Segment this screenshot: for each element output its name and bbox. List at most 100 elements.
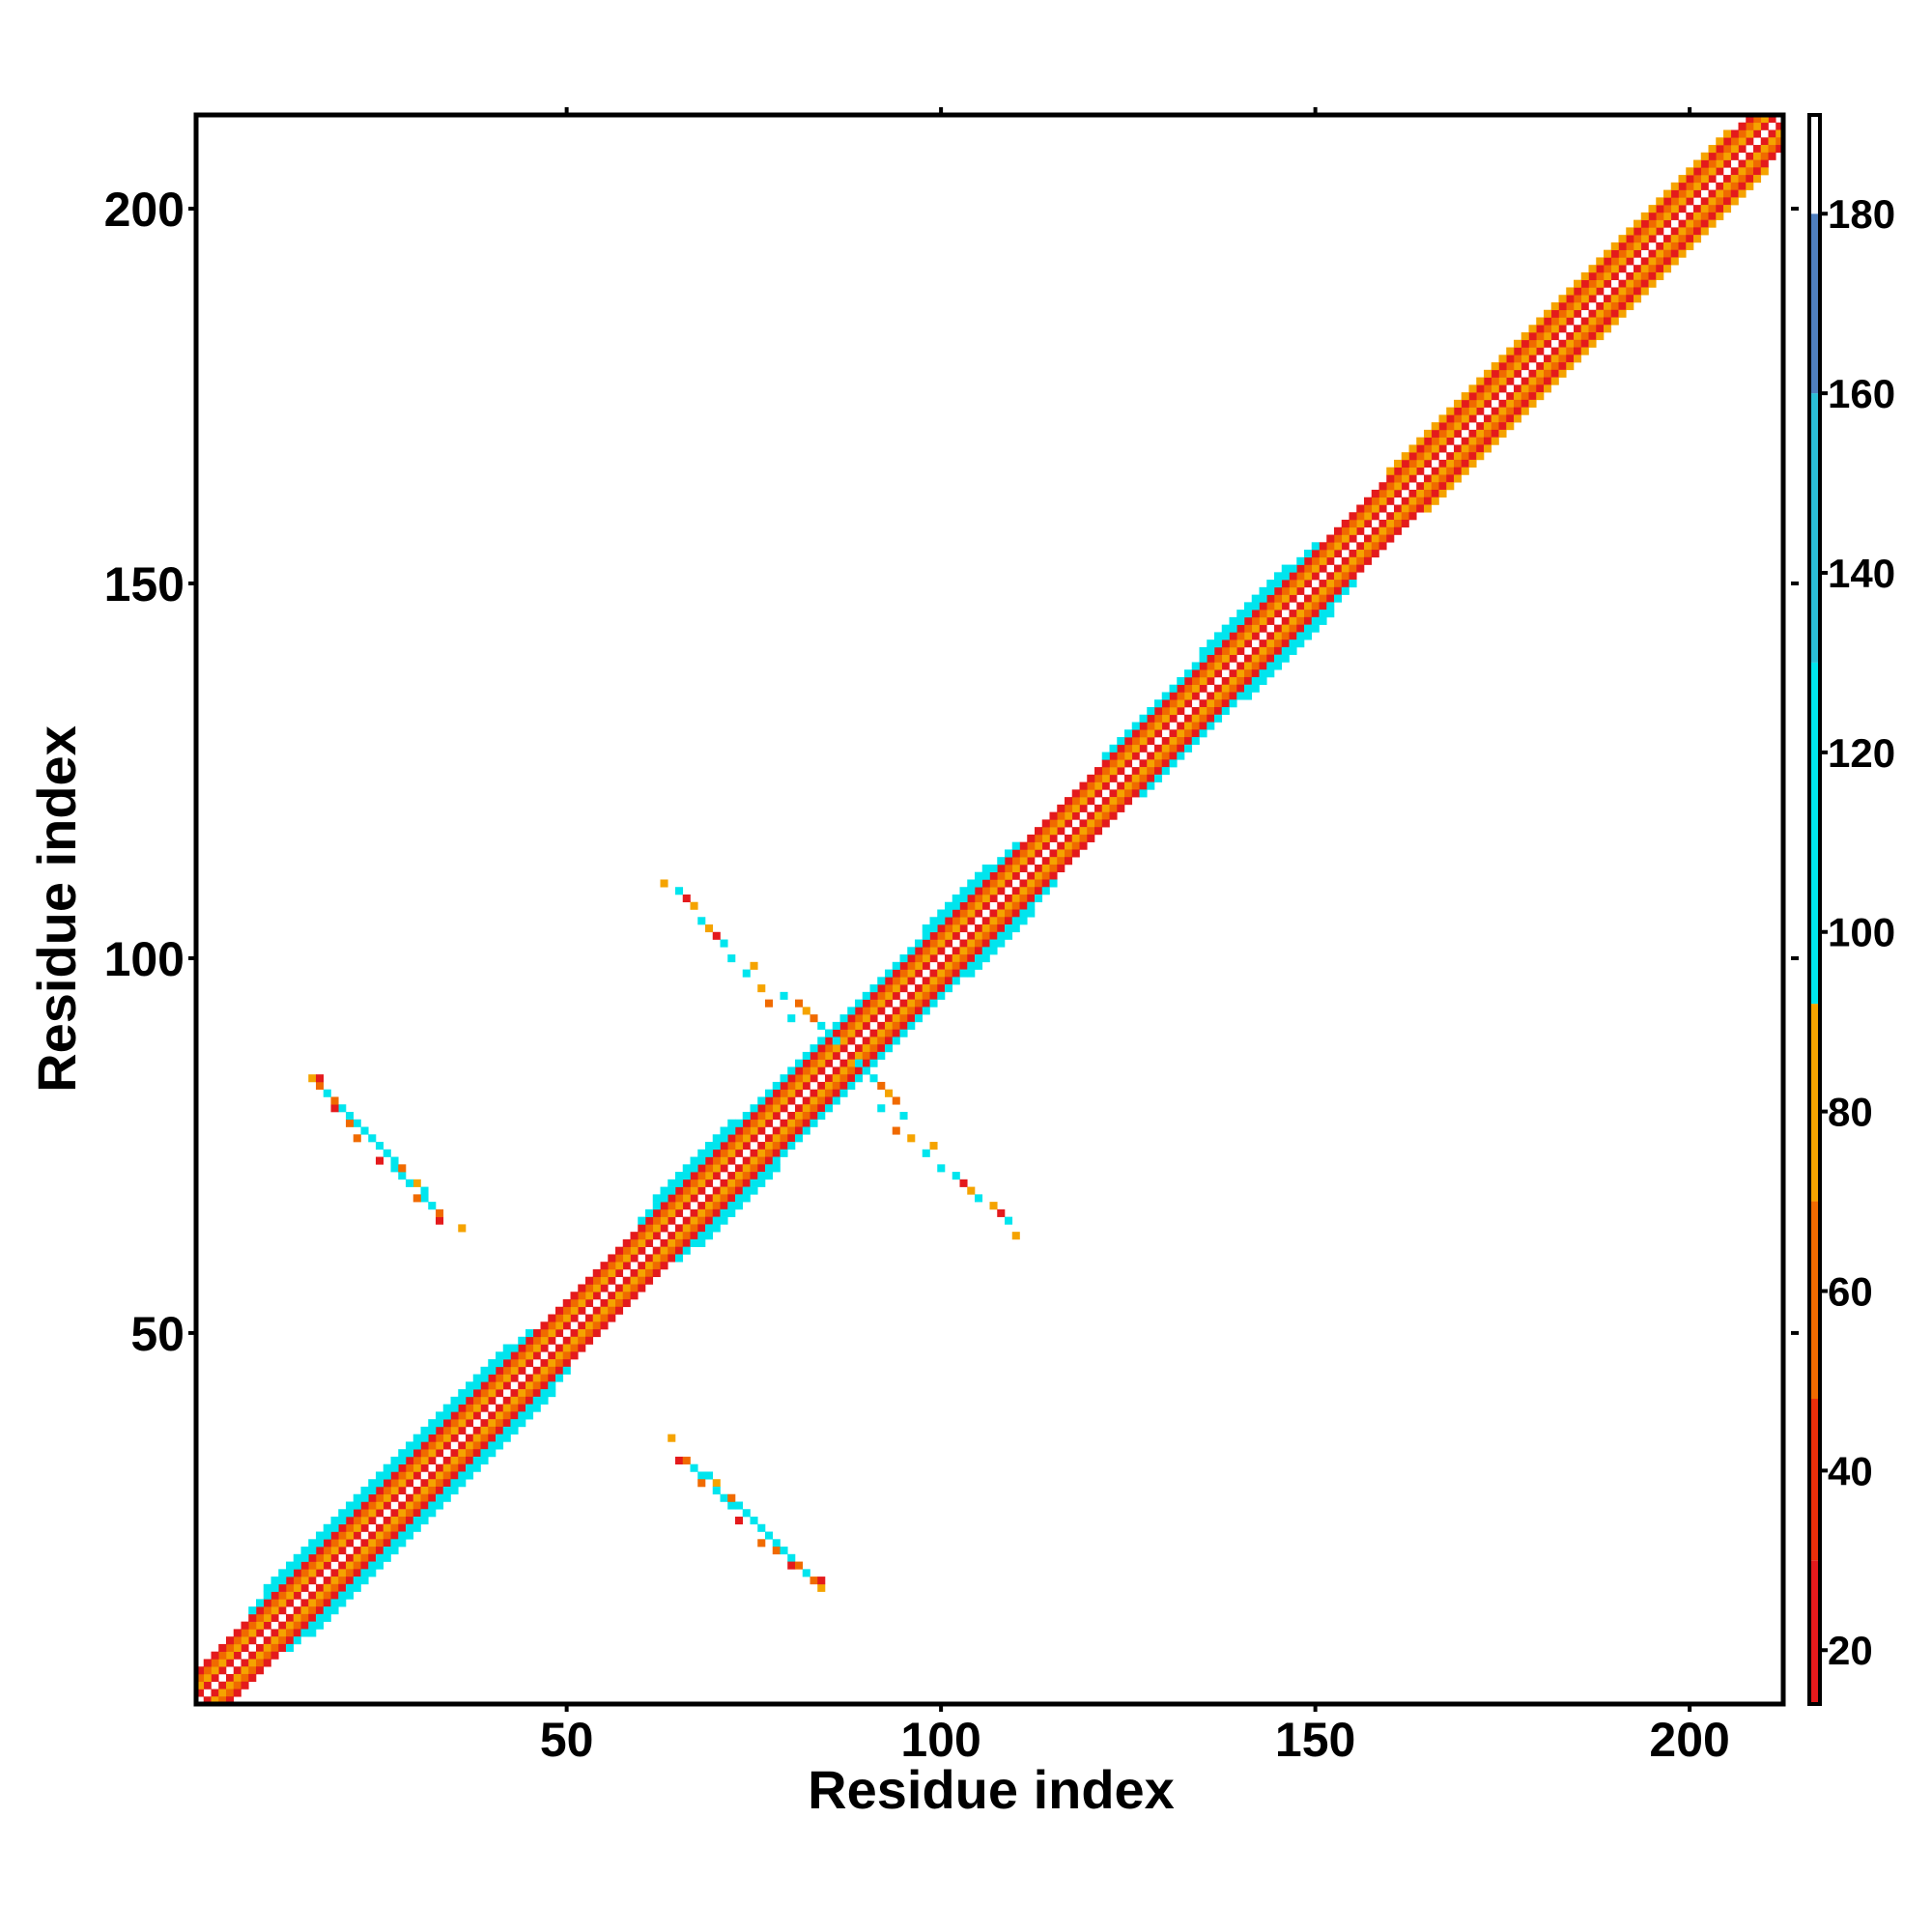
heat-cell (1087, 797, 1095, 806)
heat-cell (668, 1179, 676, 1187)
heat-cell (1124, 729, 1133, 738)
heat-cell (1640, 212, 1649, 220)
heat-cell (1371, 504, 1379, 513)
heat-cell (323, 1583, 331, 1592)
heat-cell (406, 1471, 414, 1480)
heat-cell (323, 1599, 331, 1607)
heat-cell (869, 999, 878, 1008)
heat-cell (1259, 654, 1267, 663)
heat-cell (1356, 556, 1365, 565)
heat-cell (915, 939, 923, 948)
heat-cell (1640, 242, 1649, 250)
heat-cell (592, 1306, 601, 1315)
heat-cell (652, 1216, 661, 1225)
heat-cell (338, 1583, 347, 1592)
heat-cell (660, 1186, 668, 1195)
heat-cell (1281, 616, 1290, 625)
heat-cell (218, 1659, 227, 1667)
heat-cell (885, 999, 894, 1008)
heat-cell (368, 1479, 377, 1488)
heat-cell (472, 1404, 481, 1412)
heat-cell (690, 1156, 698, 1165)
heat-cell (330, 1577, 339, 1585)
heat-cell (1274, 572, 1283, 581)
heat-cell (510, 1404, 519, 1412)
heat-cell (989, 887, 998, 895)
heat-cell (1109, 744, 1118, 753)
heat-cell (1700, 212, 1709, 220)
heat-cell (270, 1643, 279, 1652)
heat-cell (548, 1359, 556, 1368)
heat-cell (338, 1547, 347, 1555)
heat-cell (735, 1172, 744, 1180)
heat-cell (937, 947, 946, 955)
heat-cell (1057, 864, 1065, 873)
heat-cell (428, 1486, 437, 1495)
heat-cell (727, 1202, 736, 1210)
heat-cell (480, 1404, 489, 1412)
heat-cell (600, 1314, 609, 1322)
heat-cell (1251, 602, 1260, 611)
heat-cell (420, 1434, 429, 1442)
heat-cell (1588, 265, 1597, 273)
heat-cell (608, 1276, 616, 1285)
heat-cell (1311, 616, 1320, 625)
heat-cell (1401, 512, 1409, 521)
heat-cell (398, 1531, 407, 1540)
heat-cell (862, 1044, 870, 1053)
heat-cell (1139, 759, 1148, 768)
heat-cell (592, 1329, 601, 1338)
heat-cell (436, 1411, 444, 1420)
heat-cell (735, 1126, 744, 1135)
heat-cell (795, 1066, 804, 1075)
heat-cell (682, 1456, 691, 1464)
heat-cell (832, 1044, 840, 1053)
heat-cell (518, 1351, 526, 1360)
heat-cell (1408, 497, 1417, 505)
heat-cell (937, 931, 946, 940)
heat-cell (608, 1262, 616, 1270)
heat-cell (526, 1329, 534, 1338)
heat-cell (510, 1426, 519, 1435)
y-tick-label: 150 (104, 557, 185, 611)
heat-cell (1266, 639, 1275, 648)
heat-cell (1753, 167, 1762, 176)
heat-cell (1401, 452, 1409, 461)
heat-cell (1580, 287, 1589, 296)
heat-cell (1214, 662, 1223, 670)
heat-cell (1514, 414, 1522, 423)
heat-cell (1019, 917, 1028, 925)
heat-cell (1035, 827, 1043, 836)
heat-cell (952, 894, 960, 903)
heat-cell (278, 1636, 287, 1645)
heat-cell (1011, 924, 1020, 933)
heat-cell (922, 924, 930, 933)
heat-cell (1221, 684, 1230, 693)
heat-cell (1019, 857, 1028, 866)
heat-cell (1311, 572, 1320, 581)
heat-cell (1094, 767, 1103, 776)
heat-cell (466, 1389, 474, 1398)
heat-cell (338, 1599, 347, 1607)
heat-cell (1259, 616, 1267, 625)
heat-cell (502, 1374, 511, 1382)
heat-cell (1266, 586, 1275, 595)
heat-cell (383, 1501, 391, 1510)
heat-cell (1760, 115, 1769, 124)
y-tick-label: 100 (104, 932, 185, 986)
heat-cell (510, 1419, 519, 1428)
heat-cell (466, 1411, 474, 1420)
heat-cell (1177, 752, 1185, 760)
heat-cell (570, 1314, 579, 1322)
heat-cell (608, 1314, 616, 1322)
heat-cell (1184, 744, 1193, 753)
heat-cell (338, 1104, 347, 1113)
heat-cell (1229, 639, 1237, 648)
heat-cell (1648, 227, 1657, 236)
heat-cell (855, 1051, 864, 1060)
heat-cell (945, 977, 953, 985)
heat-cell (1161, 752, 1170, 760)
heat-cell (1604, 309, 1612, 318)
heat-cell (802, 1112, 810, 1121)
heat-cell (1394, 526, 1403, 535)
